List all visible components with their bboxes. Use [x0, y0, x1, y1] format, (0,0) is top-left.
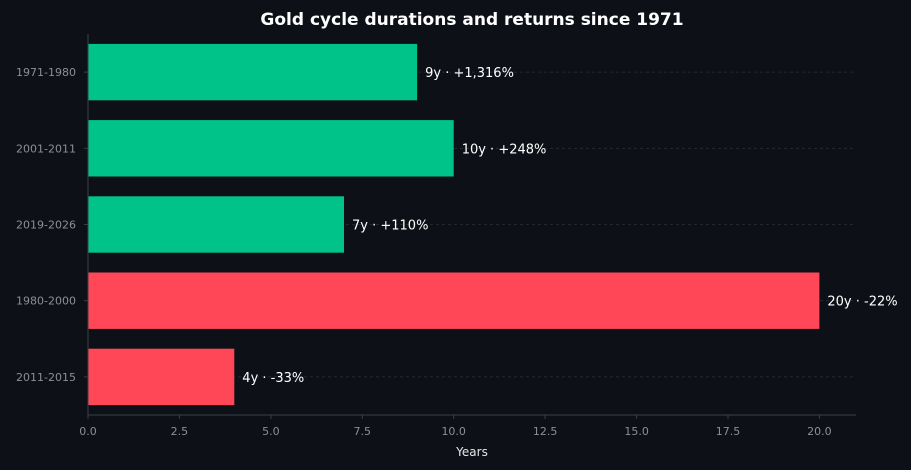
bar-2011-2015 [88, 348, 235, 406]
data-label: 20y · -22% [827, 295, 897, 310]
y-tick-labels: 1971-1980 2001-2011 2019-2026 1980-2000 2011… [16, 66, 88, 384]
x-axis-label: Years [455, 445, 488, 459]
y-tick-label: 1971-1980 [16, 66, 76, 79]
data-label: 9y · +1,316% [425, 66, 514, 81]
x-ticks: 0.0 2.5 5.0 7.5 10.0 12.5 15.0 17.5 20.0 [79, 415, 832, 438]
x-tick-label: 0.0 [79, 425, 97, 438]
bar-1971-1980 [88, 43, 418, 101]
y-tick-label: 2001-2011 [16, 142, 76, 155]
data-label: 7y · +110% [352, 219, 428, 234]
data-label: 10y · +248% [462, 142, 547, 157]
chart-title: Gold cycle durations and returns since 1… [260, 10, 683, 30]
y-tick-label: 2011-2015 [16, 371, 76, 384]
x-tick-label: 5.0 [262, 425, 280, 438]
x-tick-label: 10.0 [441, 425, 466, 438]
bar-2019-2026 [88, 196, 344, 253]
data-labels: 9y · +1,316% 10y · +248% 7y · +110% 20y · -… [242, 66, 897, 386]
data-label: 4y · -33% [242, 371, 304, 386]
x-tick-label: 2.5 [171, 425, 189, 438]
bar-2001-2011 [88, 120, 454, 177]
bar-1980-2000 [88, 272, 820, 329]
x-tick-label: 17.5 [716, 425, 741, 438]
y-tick-label: 2019-2026 [16, 219, 76, 232]
y-tick-label: 1980-2000 [16, 295, 76, 308]
x-tick-label: 20.0 [807, 425, 832, 438]
x-tick-label: 15.0 [624, 425, 649, 438]
x-tick-label: 7.5 [354, 425, 372, 438]
bars [88, 43, 820, 406]
x-tick-label: 12.5 [533, 425, 558, 438]
